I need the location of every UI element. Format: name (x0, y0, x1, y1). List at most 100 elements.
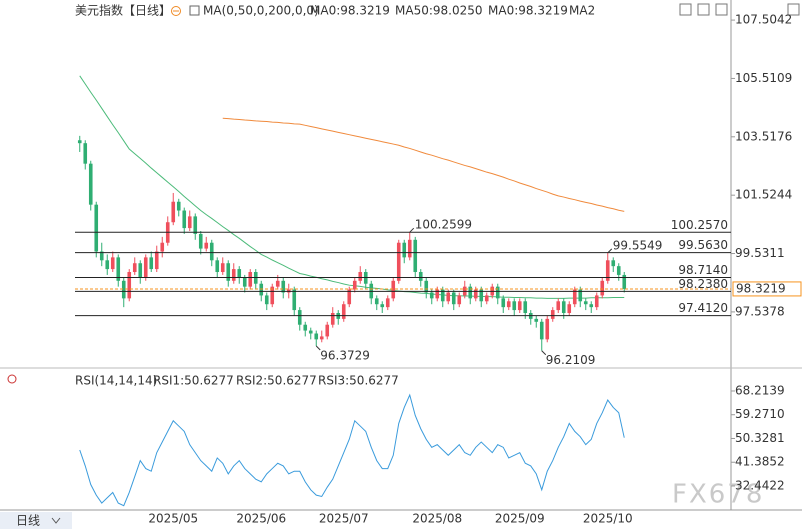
level-label: 99.5630 (678, 238, 728, 252)
level-label: 100.2570 (671, 218, 728, 232)
ma-line (79, 75, 625, 299)
high-marker (409, 227, 415, 233)
watermark: FX678 (672, 480, 764, 510)
candle-body (435, 289, 440, 299)
x-tick-label: 2025/07 (319, 512, 369, 526)
y-tick-label: 99.5311 (735, 246, 785, 260)
candle-body (341, 304, 346, 319)
x-tick-label: 2025/10 (583, 512, 633, 526)
candle-body (385, 298, 390, 308)
candle-body (325, 324, 330, 337)
legend-entry: MA0:98.3219 (488, 4, 568, 18)
candle-body (314, 333, 319, 340)
candle-body (105, 260, 110, 270)
candle-body (506, 301, 511, 308)
candle-body (248, 272, 253, 287)
period-button[interactable] (0, 512, 72, 529)
settings-icon[interactable] (189, 5, 200, 16)
legend-entry: RSI1:50.6277 (153, 374, 234, 388)
y-tick-label: 32.4422 (735, 478, 785, 492)
y-tick-label: 97.5378 (735, 304, 785, 318)
candle-body (561, 301, 566, 314)
candle-body (429, 292, 434, 299)
level-label: 97.4120 (678, 301, 728, 315)
candle-body (539, 321, 544, 340)
candle-body (275, 280, 280, 287)
y-tick-label: 103.5176 (735, 129, 792, 143)
candle-body (484, 295, 489, 302)
legend-entry: RSI2:50.6277 (236, 374, 317, 388)
candle-body (512, 301, 517, 311)
level-label: 98.7140 (678, 263, 728, 277)
toolbar-button[interactable] (697, 3, 710, 16)
candle-body (138, 263, 143, 278)
candle-body (583, 301, 588, 305)
y-tick-label: 41.3852 (735, 455, 785, 469)
candle-body (451, 292, 456, 305)
toolbar (679, 3, 800, 16)
candle-body (479, 289, 484, 302)
panel-header: MA(0,50,0,200,0,0) (203, 4, 319, 18)
level-label: 98.2380 (678, 277, 728, 291)
legend-entry: RSI3:50.6277 (318, 374, 399, 388)
candle-body (171, 201, 176, 223)
candle-body (297, 310, 302, 325)
ma-line (222, 117, 625, 212)
y-tick-label: 107.5042 (735, 13, 792, 27)
candle-body (88, 163, 93, 205)
y-tick-label: 50.3281 (735, 431, 785, 445)
legend-entry: MA2 (569, 4, 595, 18)
toolbar-button[interactable] (679, 3, 692, 16)
candle-body (578, 289, 583, 302)
period-button-label[interactable]: 日线 (16, 514, 40, 528)
last-price-box (732, 281, 802, 297)
y-tick-label: 68.2139 (735, 383, 785, 397)
candle-body (94, 204, 99, 252)
candle-body (242, 277, 247, 287)
candle-body (198, 233, 203, 249)
candle-body (264, 295, 269, 305)
y-tick-label: 59.2710 (735, 407, 785, 421)
candle-body (424, 280, 429, 293)
candle-body (495, 286, 500, 299)
candle-body (550, 310, 555, 319)
candle-body (572, 289, 577, 305)
gear-icon[interactable] (7, 374, 17, 384)
candle-body (501, 298, 506, 308)
low-label: 96.3729 (320, 349, 370, 363)
candle-body (523, 301, 528, 314)
candle-body (600, 280, 605, 296)
candle-body (231, 269, 236, 281)
candle-body (396, 242, 401, 281)
candle-body (116, 257, 121, 281)
candle-body (330, 313, 335, 325)
candle-body (407, 239, 412, 258)
candle-body (259, 283, 264, 296)
candle-body (204, 242, 209, 249)
candle-body (303, 324, 308, 331)
candle-body (622, 274, 627, 289)
candle-body (567, 304, 572, 314)
candle-body (545, 318, 550, 340)
candle-body (611, 260, 616, 267)
collapse-icon[interactable] (171, 6, 181, 16)
candle-body (468, 286, 473, 299)
candle-body (143, 257, 148, 278)
candle-body (215, 260, 220, 273)
candle-body (473, 289, 478, 299)
legend-entry: MA0:98.3219 (310, 4, 390, 18)
legend-entry: MA50:98.0250 (395, 4, 483, 18)
candle-body (149, 257, 154, 270)
candle-body (77, 140, 82, 144)
candle-body (99, 251, 104, 261)
toolbar-button[interactable] (787, 3, 800, 16)
low-marker (315, 345, 321, 351)
candle-body (132, 263, 137, 273)
candle-body (226, 263, 231, 281)
candle-body (83, 143, 88, 164)
candle-body (220, 263, 225, 273)
high-label: 99.5549 (613, 238, 663, 252)
candle-body (292, 289, 297, 311)
toolbar-button[interactable] (715, 3, 728, 16)
